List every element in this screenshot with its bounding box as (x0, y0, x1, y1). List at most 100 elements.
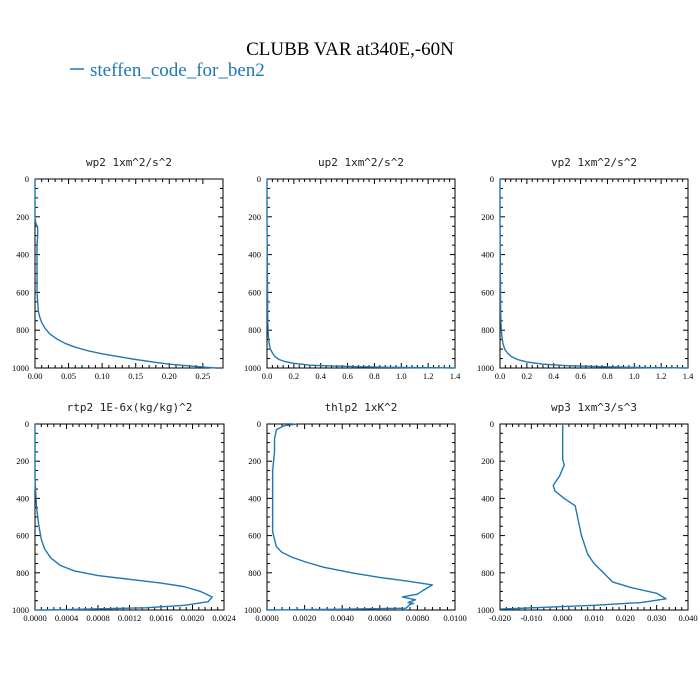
y-tick-label: 800 (16, 325, 29, 335)
panel-title: thlp2 1xK^2 (325, 401, 398, 414)
plot-frame (266, 423, 456, 611)
y-tick-label: 600 (481, 287, 494, 297)
x-tick-label: 0.2 (522, 371, 533, 381)
panel-title: up2 1xm^2/s^2 (318, 156, 404, 169)
x-tick-label: 0.040 (678, 613, 697, 623)
legend: steffen_code_for_ben2 (70, 60, 265, 81)
x-tick-label: 0.0040 (331, 613, 354, 623)
x-tick-label: 0.6 (342, 371, 353, 381)
x-tick-label: 0.0012 (118, 613, 141, 623)
y-tick-label: 1000 (244, 605, 261, 615)
panel-6: wp3 1xm^3/s^3 -0.020 -0.010 0.000 0.010 0.020… (477, 401, 698, 623)
y-tick-label: 600 (481, 531, 494, 541)
x-tick-label: 0.0008 (86, 613, 109, 623)
panel-2: up2 1xm^2/s^2 0.0 0.2 0.4 0.6 0.8 1.0 1.2 1.4 0 20… (244, 156, 461, 381)
y-tick-label: 1000 (12, 363, 29, 373)
panel-3: vp2 1xm^2/s^2 0.0 0.2 0.4 0.6 0.8 1.0 1.2 1.4 0 20… (477, 156, 694, 381)
panel-title: wp2 1xm^2/s^2 (86, 156, 172, 169)
x-tick-label: 0.0000 (23, 613, 46, 623)
x-tick-label: 0.0100 (443, 613, 466, 623)
x-tick-label: 1.0 (629, 371, 640, 381)
panels-grid: wp2 1xm^2/s^20.00 0.05 0.10 0.15 0.20 0.25020… (12, 156, 698, 623)
y-tick-label: 0 (257, 419, 261, 429)
y-tick-label: 600 (248, 531, 261, 541)
series-line (499, 424, 667, 610)
y-tick-label: 0 (25, 174, 29, 184)
x-tick-label: 1.4 (683, 371, 694, 381)
series-line (34, 424, 213, 611)
x-tick-label: 0.05 (61, 371, 76, 381)
panel-4: rtp2 1E-6x(kg/kg)^2 0.0000 0.0004 0.0008 0.0… (12, 401, 236, 623)
y-tick-label: 600 (248, 287, 261, 297)
x-tick-label: 1.2 (423, 371, 434, 381)
y-tick-label: 200 (16, 212, 29, 222)
x-tick-label: 0.0 (495, 371, 506, 381)
x-tick-label: -0.020 (489, 613, 511, 623)
series-line (266, 423, 434, 611)
figure-title: CLUBB VAR at340E,-60N (246, 39, 454, 60)
x-tick-label: 0.25 (195, 371, 210, 381)
x-tick-label: 0.0080 (406, 613, 429, 623)
y-tick-label: 0 (257, 174, 261, 184)
x-tick-label: 0.8 (602, 371, 613, 381)
x-tick-label: 1.4 (450, 371, 461, 381)
x-tick-label: 0.020 (616, 613, 635, 623)
x-tick-label: 0.2 (289, 371, 300, 381)
x-tick-label: 0.010 (584, 613, 603, 623)
y-tick-label: 400 (248, 493, 261, 503)
x-tick-label: 0.0020 (181, 613, 204, 623)
panel-title: wp3 1xm^3/s^3 (551, 401, 637, 414)
plot-frame (499, 423, 689, 611)
y-tick-label: 800 (248, 325, 261, 335)
x-tick-label: 0.0024 (212, 613, 236, 623)
y-tick-label: 200 (248, 212, 261, 222)
y-tick-label: 0 (490, 174, 494, 184)
y-tick-label: 200 (248, 456, 261, 466)
x-tick-label: 0.8 (369, 371, 380, 381)
legend-label: steffen_code_for_ben2 (90, 60, 265, 81)
y-tick-label: 0 (490, 419, 494, 429)
panel-title: rtp2 1E-6x(kg/kg)^2 (67, 401, 193, 414)
y-tick-label: 1000 (477, 363, 494, 373)
y-tick-label: 1000 (477, 605, 494, 615)
x-tick-label: 0.20 (162, 371, 177, 381)
y-tick-label: 400 (481, 493, 494, 503)
x-tick-label: 0.00 (28, 371, 43, 381)
y-tick-label: 800 (248, 568, 261, 578)
y-tick-label: 200 (481, 212, 494, 222)
series-line (34, 179, 217, 369)
x-tick-label: 0.0000 (255, 613, 278, 623)
x-tick-label: 0.0004 (55, 613, 79, 623)
y-tick-label: 0 (25, 419, 29, 429)
panel-5: thlp2 1xK^2 0.0000 0.0020 0.0040 0.0060 0.008… (244, 401, 467, 623)
x-tick-label: 0.0 (262, 371, 273, 381)
x-tick-label: 0.0020 (293, 613, 316, 623)
y-tick-label: 400 (16, 250, 29, 260)
y-tick-label: 600 (16, 531, 29, 541)
plot-frame (499, 178, 689, 369)
x-tick-label: -0.010 (520, 613, 542, 623)
y-tick-label: 600 (16, 287, 29, 297)
y-tick-label: 800 (16, 568, 29, 578)
y-tick-label: 200 (16, 456, 29, 466)
x-tick-label: 1.0 (396, 371, 407, 381)
plot-frame (266, 178, 456, 369)
y-tick-label: 1000 (12, 605, 29, 615)
y-tick-label: 200 (481, 456, 494, 466)
x-tick-label: 0.15 (128, 371, 143, 381)
x-tick-label: 0.0060 (368, 613, 391, 623)
x-tick-label: 0.0016 (149, 613, 172, 623)
x-tick-label: 0.4 (315, 371, 326, 381)
panel-1: wp2 1xm^2/s^2 0.00 0.05 0.10 0.15 0.20 0.25 0 20… (12, 156, 224, 381)
plot-frame (34, 423, 225, 611)
x-tick-label: 1.2 (656, 371, 667, 381)
series-line (266, 179, 456, 369)
y-tick-label: 400 (481, 250, 494, 260)
x-tick-label: 0.000 (553, 613, 572, 623)
y-tick-label: 800 (481, 568, 494, 578)
x-tick-label: 0.6 (575, 371, 586, 381)
x-tick-label: 0.4 (548, 371, 559, 381)
panel-title: vp2 1xm^2/s^2 (551, 156, 637, 169)
y-tick-label: 1000 (244, 363, 261, 373)
x-tick-label: 0.030 (647, 613, 666, 623)
